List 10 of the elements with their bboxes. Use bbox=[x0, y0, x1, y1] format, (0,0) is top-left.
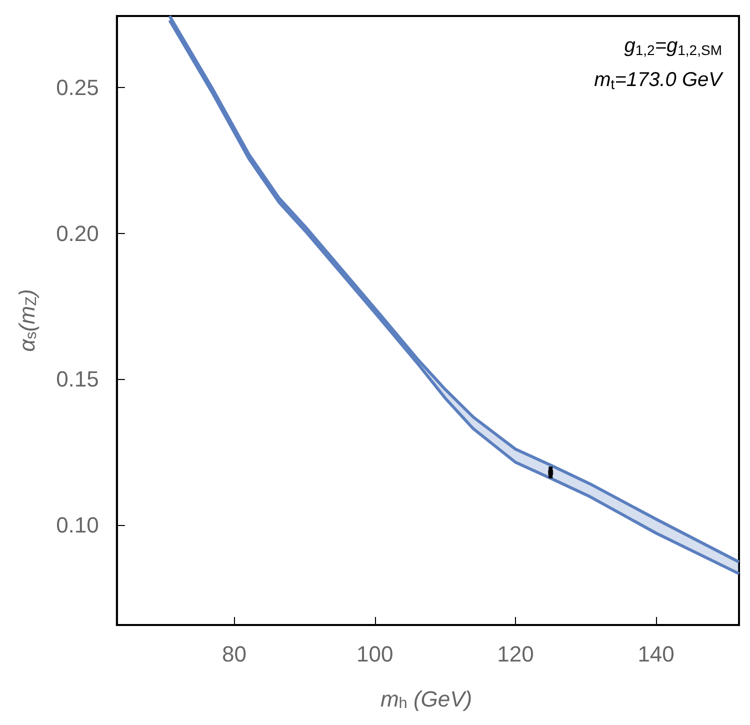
x-tick-label: 140 bbox=[638, 642, 674, 666]
y-axis-title: αs(mZ) bbox=[14, 289, 40, 352]
y-tick-label: 0.20 bbox=[56, 220, 99, 246]
y-tick-label: 0.10 bbox=[56, 512, 99, 538]
x-tick-label: 80 bbox=[222, 642, 247, 666]
y-tick-label: 0.25 bbox=[56, 74, 99, 100]
x-tick-label: 120 bbox=[497, 642, 534, 666]
x-tick-label: 100 bbox=[356, 642, 394, 666]
x-axis-title: mh (GeV) bbox=[380, 686, 472, 712]
y-tick-label: 0.15 bbox=[56, 366, 99, 392]
